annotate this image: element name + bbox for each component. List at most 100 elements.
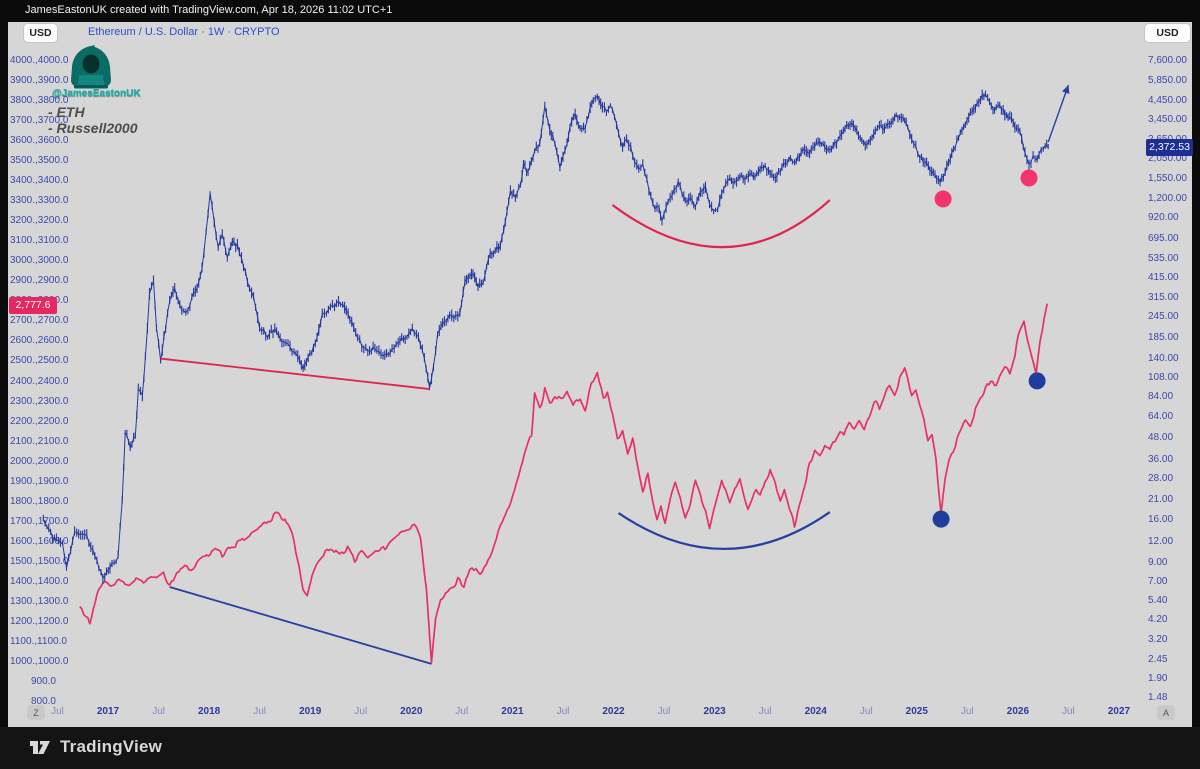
- left-axis-currency-button[interactable]: USD: [24, 24, 57, 42]
- time-axis-tick-label: 2022: [602, 706, 625, 717]
- time-axis-tick-label: 2018: [197, 706, 221, 717]
- left-axis-tick-label: 1300.,1300.0: [10, 595, 69, 607]
- left-axis-tick-label: 3200.,3200.0: [10, 215, 69, 227]
- left-axis-tick-label: 1100.,1100.0: [10, 635, 67, 647]
- right-axis-tick-label: 12.00: [1148, 535, 1174, 547]
- time-axis-tick-label: Jul: [960, 706, 974, 717]
- right-axis-tick-label: 245.00: [1148, 310, 1179, 322]
- left-axis-tick-label: 1900.,1900.0: [10, 475, 69, 487]
- symbol-title: Ethereum / U.S. Dollar · 1W · CRYPTO: [88, 26, 280, 38]
- right-axis-tick-label: 28.00: [1148, 472, 1174, 484]
- left-axis-tick-label: 1000.,1000.0: [10, 655, 69, 667]
- right-axis-tick-label: 2.45: [1148, 654, 1168, 665]
- right-axis-tick-label: 2,650.00: [1148, 134, 1187, 145]
- time-axis-tick-label: Jul: [556, 706, 570, 717]
- right-axis-tick-label: 9.00: [1148, 557, 1168, 568]
- time-axis-tick-label: 2021: [501, 706, 524, 717]
- left-axis-tick-label: 1200.,1200.0: [10, 615, 69, 627]
- eth-last-price-label: 2,372.53: [1146, 139, 1193, 157]
- time-axis-tick-label: 2019: [299, 706, 322, 717]
- right-axis-tick-label: 7.00: [1148, 575, 1168, 587]
- time-axis-tick-label: 2020: [400, 706, 423, 717]
- right-axis-currency-button[interactable]: USD: [1145, 24, 1190, 42]
- left-axis-tick-label: 2100.,2100.0: [10, 435, 69, 447]
- right-axis-tick-label: 4,450.00: [1148, 94, 1187, 106]
- right-axis-tick-label: 140.00: [1148, 352, 1179, 364]
- right-axis-tick-label: 16.00: [1148, 514, 1174, 526]
- left-axis-tick-label: 3900.,3900.0: [10, 75, 69, 86]
- right-axis-tick-label: 5,850.00: [1148, 74, 1187, 86]
- left-axis-tick-label: 3800.,3800.0: [10, 95, 69, 107]
- tradingview-logo-icon: [30, 740, 50, 754]
- right-axis-tick-label: 315.00: [1148, 292, 1179, 304]
- time-axis-tick-label: 2027: [1107, 706, 1131, 717]
- right-axis-tick-label: 415.00: [1148, 271, 1179, 283]
- time-axis-tick-label: Jul: [1061, 706, 1075, 717]
- left-axis-tick-label: 3500.,3500.0: [10, 155, 69, 167]
- left-axis-tick-label: 2300.,2300.0: [10, 395, 69, 407]
- left-axis-tick-label: 3600.,3600.0: [10, 135, 69, 147]
- left-axis-tick-label: 3100.,3100.0: [10, 235, 69, 247]
- left-axis-tick-label: 3700.,3700.0: [10, 115, 69, 127]
- left-axis-tick-label: 2600.,2600.0: [10, 335, 69, 347]
- time-axis-tick-label: Jul: [253, 706, 266, 717]
- right-axis-tick-label: 1.90: [1148, 672, 1168, 684]
- right-axis-tick-label: 7,600.00: [1148, 55, 1187, 66]
- right-axis-tick-label: 21.00: [1148, 493, 1174, 505]
- russell-last-price-label: 2,777.6: [9, 297, 57, 315]
- left-axis-tick-label: 3300.,3300.0: [10, 195, 69, 207]
- right-axis-tick-label: 48.00: [1148, 432, 1174, 444]
- left-axis-tick-label: 1700.,1700.0: [10, 515, 69, 527]
- tradingview-logo[interactable]: TradingView: [28, 737, 162, 757]
- time-axis-tick-label: 2026: [1006, 706, 1030, 717]
- right-axis-tick-label: 84.00: [1148, 390, 1174, 402]
- right-axis-tick-label: 4.20: [1148, 613, 1168, 625]
- right-axis-tick-label: 2,050.00: [1148, 152, 1187, 164]
- right-axis-tick-label: 3.20: [1148, 634, 1168, 646]
- left-axis-tick-label: 2000.,2000.0: [10, 455, 69, 467]
- left-axis-tick-label: 3000.,3000.0: [10, 255, 69, 267]
- attribution-bar: JamesEastonUK created with TradingView.c…: [0, 0, 1200, 22]
- left-axis-tick-label: 800.0: [30, 696, 56, 707]
- left-axis-tick-label: 1400.,1400.0: [10, 575, 69, 587]
- auto-right-scale-button[interactable]: A: [1157, 705, 1175, 720]
- right-axis-tick-label: 3,450.00: [1148, 113, 1187, 125]
- right-axis-tick-label: 1,550.00: [1148, 173, 1187, 185]
- left-axis-tick-label: 1800.,1800.0: [10, 495, 69, 507]
- time-axis-tick-label: 2023: [703, 706, 726, 717]
- time-axis-tick-label: Jul: [152, 706, 165, 717]
- right-axis-tick-label: 695.00: [1148, 233, 1179, 245]
- time-axis-tick-label: Jul: [455, 706, 469, 717]
- right-axis-tick-label: 64.00: [1148, 410, 1174, 422]
- left-axis-tick-label: 4000.,4000.0: [10, 55, 69, 66]
- time-axis-tick-label: Jul: [51, 706, 64, 717]
- time-axis-tick-label: 2025: [905, 706, 928, 717]
- left-axis-tick-label: 2700.,2700.0: [10, 315, 69, 327]
- left-axis-tick-label: 2900.,2900.0: [10, 275, 69, 287]
- time-axis-tick-label: Jul: [354, 706, 368, 717]
- right-axis-tick-label: 1,200.00: [1148, 192, 1187, 204]
- footer-bar: [0, 727, 1200, 769]
- time-axis-tick-label: 2017: [96, 706, 120, 717]
- reset-left-scale-button[interactable]: Z: [27, 705, 45, 720]
- right-axis-tick-label: 185.00: [1148, 331, 1179, 343]
- right-axis-tick-label: 5.40: [1148, 595, 1168, 607]
- hacker-avatar-icon: [58, 44, 124, 95]
- time-axis-tick-label: Jul: [859, 706, 873, 717]
- tradingview-logo-text: TradingView: [60, 737, 163, 756]
- left-axis-tick-label: 1500.,1500.0: [10, 555, 69, 567]
- right-axis-tick-label: 1.48: [1148, 691, 1168, 703]
- right-axis-tick-label: 108.00: [1148, 371, 1179, 383]
- time-axis-tick-label: 2024: [804, 706, 827, 717]
- left-axis-tick-label: 1600.,1600.0: [10, 535, 69, 547]
- right-axis-tick-label: 36.00: [1148, 453, 1174, 465]
- left-axis-tick-label: 2500.,2500.0: [10, 355, 69, 367]
- left-axis-tick-label: 3400.,3400.0: [10, 175, 69, 187]
- left-axis-tick-label: 2400.,2400.0: [10, 375, 69, 387]
- time-axis-tick-label: Jul: [758, 706, 772, 717]
- attribution-text: JamesEastonUK created with TradingView.c…: [25, 4, 393, 16]
- time-axis-tick-label: Jul: [657, 706, 671, 717]
- left-axis-tick-label: 900.0: [30, 675, 56, 687]
- chart-panel[interactable]: [8, 22, 1192, 727]
